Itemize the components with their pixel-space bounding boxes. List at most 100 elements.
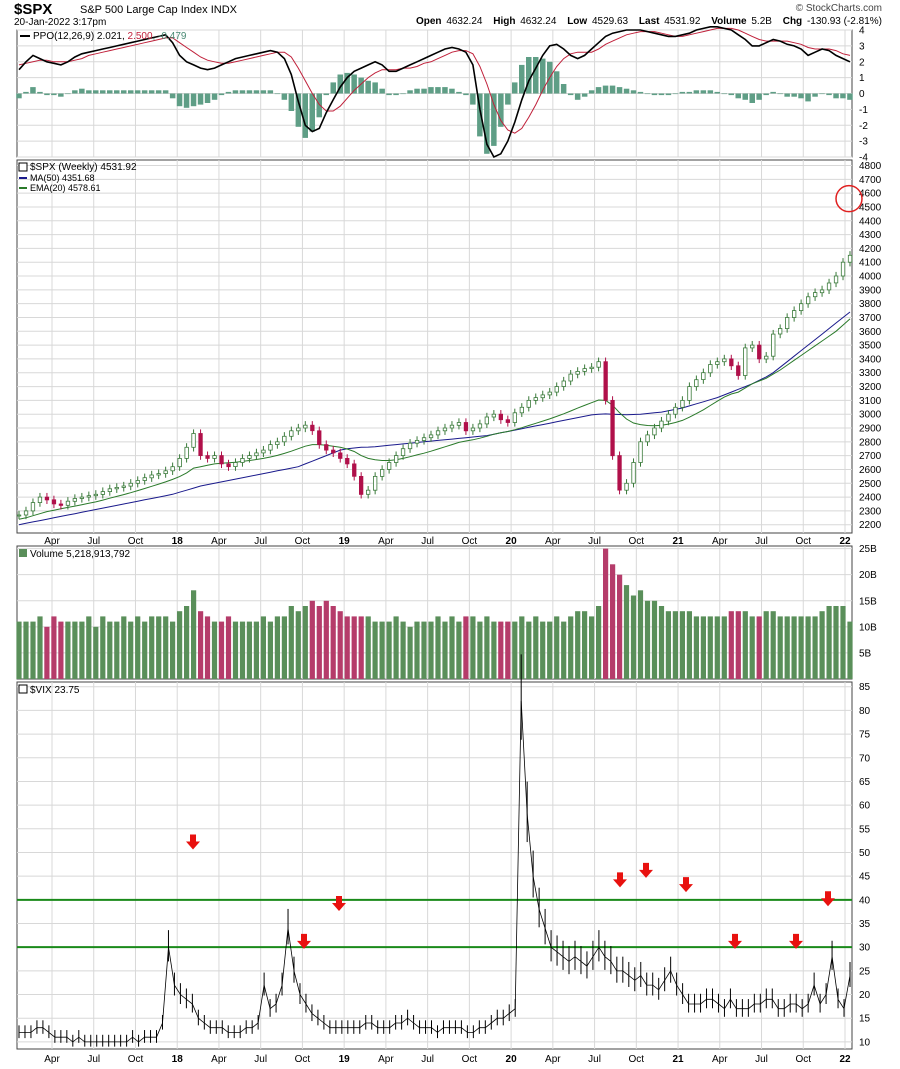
price-candle bbox=[289, 430, 294, 437]
volume-bar bbox=[37, 616, 43, 679]
vix-tick-label: 75 bbox=[859, 730, 871, 741]
ppo-histogram-bar bbox=[463, 93, 469, 96]
volume-legend: Volume 5,218,913,792 bbox=[30, 549, 131, 560]
vix-panel bbox=[16, 681, 853, 1050]
price-candle bbox=[198, 433, 203, 457]
price-candle bbox=[240, 457, 245, 463]
volume-bar bbox=[372, 621, 378, 679]
ppo-histogram-bar bbox=[86, 90, 92, 94]
vix-tick-label: 30 bbox=[859, 943, 871, 954]
ppo-histogram-bar bbox=[567, 93, 574, 96]
ppo-histogram-bar bbox=[281, 93, 288, 100]
price-candle bbox=[142, 477, 147, 481]
symbol-name: S&P 500 Large Cap Index INDX bbox=[80, 4, 237, 16]
volume-tick-label: 5B bbox=[859, 648, 872, 659]
price-candle bbox=[624, 482, 629, 491]
price-candle bbox=[645, 434, 650, 443]
price-candle bbox=[345, 457, 350, 465]
ppo-histogram-bar bbox=[686, 91, 693, 94]
volume-bar bbox=[44, 626, 50, 679]
price-candle bbox=[365, 489, 371, 495]
volume-bar bbox=[16, 621, 22, 679]
volume-bar bbox=[400, 621, 406, 679]
volume-bar bbox=[763, 611, 769, 679]
ppo-histogram-bar bbox=[644, 93, 651, 95]
volume-bar bbox=[407, 626, 413, 679]
volume-bar bbox=[798, 616, 804, 679]
price-tick-label: 4000 bbox=[859, 272, 882, 283]
volume-bar bbox=[191, 590, 197, 679]
high-value: 4632.24 bbox=[520, 16, 557, 27]
price-tick-label: 4300 bbox=[859, 230, 882, 241]
ppo-histogram-bar bbox=[232, 90, 239, 94]
price-panel bbox=[16, 159, 853, 534]
price-candle bbox=[275, 441, 280, 445]
volume-bar bbox=[833, 606, 839, 679]
x-tick-label: Apr bbox=[44, 536, 60, 547]
ppo-histogram-bar bbox=[316, 93, 322, 118]
price-candle bbox=[149, 474, 154, 479]
price-tick-label: 2400 bbox=[859, 493, 882, 504]
ppo-histogram-bar bbox=[505, 93, 511, 105]
ppo-histogram-bar bbox=[749, 93, 755, 103]
vix-tick-label: 65 bbox=[859, 777, 871, 788]
volume-bar bbox=[225, 616, 232, 679]
price-candle bbox=[16, 514, 22, 517]
volume-bar bbox=[393, 616, 399, 679]
price-candle bbox=[456, 422, 462, 426]
ppo-histogram-bar bbox=[435, 87, 441, 94]
price-candle bbox=[212, 455, 217, 459]
ppo-histogram-bar bbox=[791, 93, 797, 97]
price-tick-label: 3700 bbox=[859, 313, 882, 324]
price-candle bbox=[191, 433, 196, 448]
price-tick-label: 4600 bbox=[859, 189, 882, 200]
x-tick-label: Jul bbox=[588, 1054, 601, 1065]
price-candle bbox=[687, 386, 692, 401]
price-candle bbox=[575, 370, 580, 375]
price-candle bbox=[729, 358, 734, 367]
ppo-histogram-bar bbox=[693, 90, 700, 94]
price-candle bbox=[449, 424, 455, 429]
ohlc-readout: Open 4632.24 High 4632.24 Low 4529.63 La… bbox=[415, 16, 882, 27]
ma50-legend: MA(50) 4351.68 bbox=[30, 173, 95, 183]
ppo-histogram-bar bbox=[204, 93, 211, 103]
vix-tick-label: 50 bbox=[859, 848, 871, 859]
price-tick-label: 2500 bbox=[859, 479, 882, 490]
price-candle bbox=[477, 423, 483, 429]
ppo-histogram-bar bbox=[114, 90, 120, 94]
price-tick-label: 3400 bbox=[859, 354, 882, 365]
ppo-histogram-bar bbox=[428, 87, 434, 94]
price-tick-label: 3200 bbox=[859, 382, 882, 393]
price-candle bbox=[324, 444, 329, 451]
volume-bar bbox=[847, 621, 853, 679]
ppo-histogram-bar bbox=[183, 93, 190, 108]
volume-bar bbox=[93, 626, 99, 679]
ppo-histogram-bar bbox=[805, 93, 811, 102]
price-candle bbox=[393, 455, 399, 463]
volume-bar bbox=[232, 621, 239, 679]
volume-bar bbox=[693, 616, 699, 679]
price-candle bbox=[680, 399, 685, 408]
ppo-histogram-bar bbox=[840, 93, 846, 99]
price-candle bbox=[708, 364, 713, 374]
ppo-tick-label: 4 bbox=[859, 26, 865, 37]
price-candle bbox=[638, 441, 643, 463]
price-candle bbox=[317, 430, 322, 445]
spike-arrow-icon bbox=[789, 933, 803, 949]
price-legend: $SPX (Weekly) 4531.92 bbox=[30, 162, 137, 173]
ppo-histogram-bar bbox=[714, 91, 720, 94]
ema20-legend: EMA(20) 4578.61 bbox=[30, 183, 101, 193]
price-candle bbox=[135, 480, 140, 484]
vix-tick-label: 35 bbox=[859, 919, 871, 930]
price-candle bbox=[114, 486, 119, 490]
price-candle bbox=[303, 424, 308, 429]
ppo-histogram-bar bbox=[386, 93, 392, 96]
volume-bar bbox=[561, 621, 567, 679]
volume-bar bbox=[470, 616, 476, 679]
ppo-histogram-bar bbox=[93, 90, 99, 94]
ppo-histogram-bar bbox=[358, 77, 364, 94]
price-candle bbox=[156, 473, 161, 476]
price-tick-label: 3300 bbox=[859, 368, 882, 379]
ppo-line bbox=[18, 25, 851, 159]
